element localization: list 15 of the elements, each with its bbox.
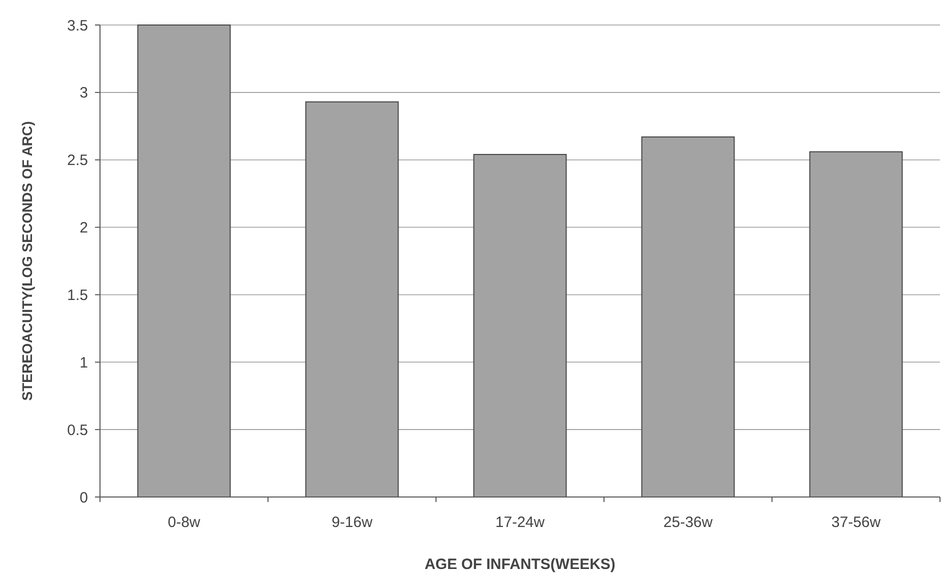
y-axis-title: STEREOACUITY(LOG SECONDS OF ARC)	[19, 121, 35, 401]
y-tick-label: 2.5	[67, 152, 88, 170]
y-tick-label: 3.5	[67, 17, 88, 34]
x-tick-label: 25-36w	[663, 514, 713, 531]
x-tick-label: 17-24w	[495, 514, 545, 531]
y-tick-label: 3	[80, 84, 88, 102]
y-tick-label: 0.5	[67, 422, 88, 439]
y-tick-label: 2	[80, 220, 88, 237]
y-tick-label: 0	[80, 489, 88, 506]
x-axis-title: AGE OF INFANTS(WEEKS)	[424, 556, 616, 573]
x-tick-label: 9-16w	[332, 514, 373, 531]
x-tick-label: 37-56w	[831, 514, 881, 531]
y-tick-label: 1	[80, 354, 88, 372]
y-tick-label: 1.5	[67, 286, 88, 304]
x-tick-label: 0-8w	[168, 514, 200, 531]
